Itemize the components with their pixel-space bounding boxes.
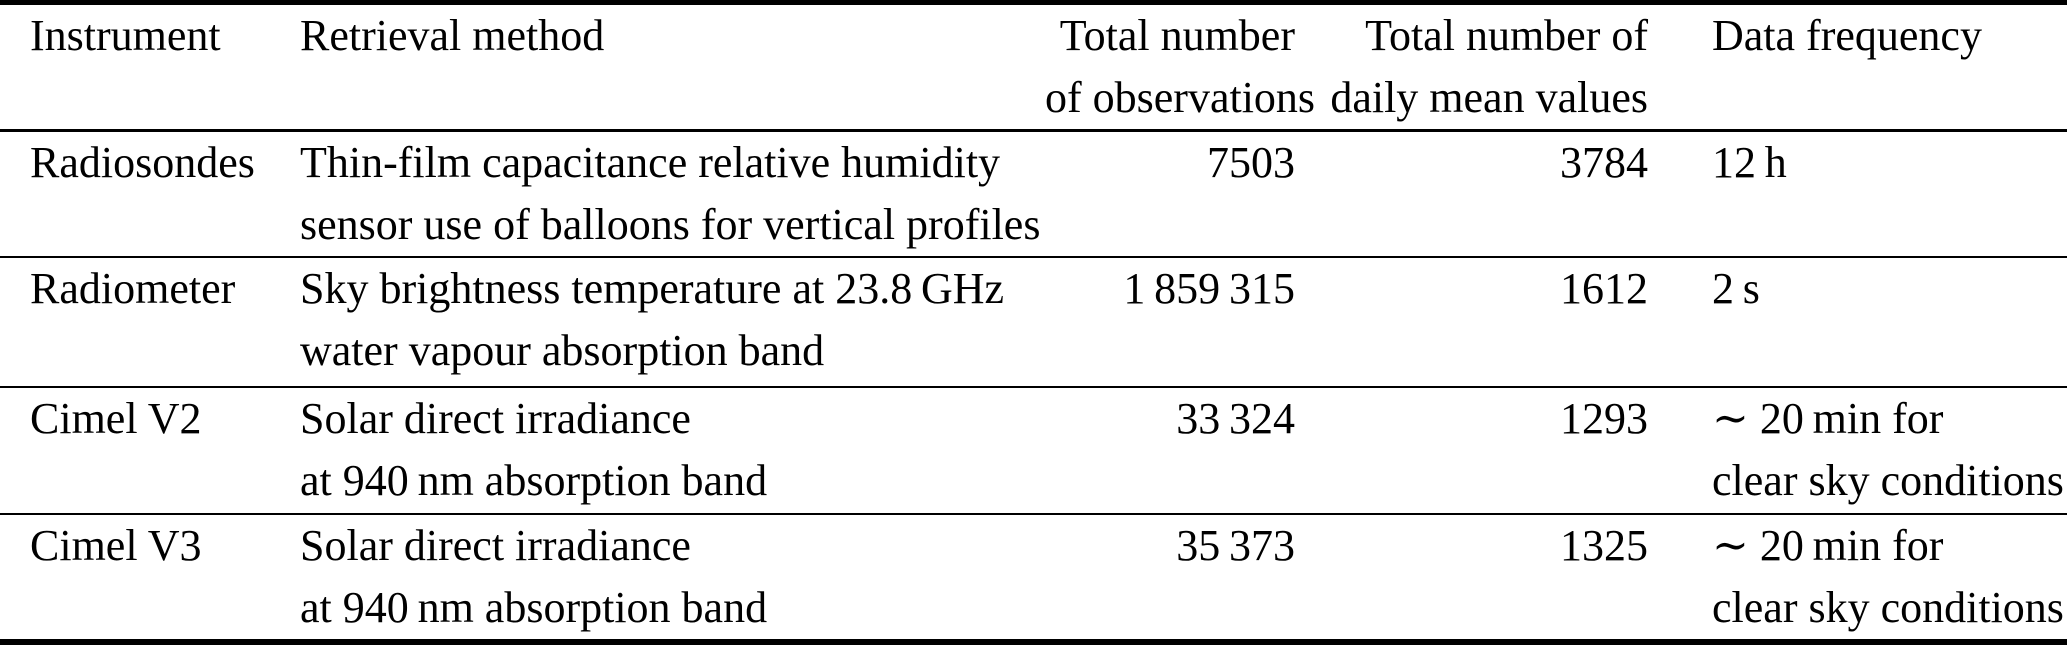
table-row-radiosondes: Radiosondes Thin-film capacitance relati… bbox=[0, 131, 2067, 257]
cell-data-frequency: ∼ 20 min for clear sky conditions bbox=[1712, 521, 2064, 632]
column-header-instrument: Instrument bbox=[30, 11, 221, 60]
cell-retrieval-method: Solar direct irradiance at 940 nm absorpt… bbox=[300, 394, 768, 505]
table-row-radiometer: Radiometer Sky brightness temperature at… bbox=[0, 257, 2067, 387]
cell-instrument: Cimel V2 bbox=[30, 394, 202, 443]
cell-data-frequency: 12 h bbox=[1712, 138, 1787, 187]
cell-total-observations: 7503 bbox=[1207, 138, 1295, 187]
table-row-cimel-v3: Cimel V3 Solar direct irradiance at 940 n… bbox=[0, 514, 2067, 642]
column-header-data-frequency: Data frequency bbox=[1712, 11, 1982, 60]
cell-data-frequency: ∼ 20 min for clear sky conditions bbox=[1712, 394, 2064, 505]
cell-daily-mean-values: 3784 bbox=[1560, 138, 1648, 187]
cell-daily-mean-values: 1293 bbox=[1560, 394, 1648, 443]
column-header-daily-mean-values: Total number of daily mean values bbox=[1330, 11, 1648, 122]
cell-instrument: Radiometer bbox=[30, 264, 236, 313]
column-header-total-observations: Total number of observations bbox=[1045, 11, 1316, 122]
cell-total-observations: 35 373 bbox=[1176, 521, 1295, 570]
cell-total-observations: 33 324 bbox=[1176, 394, 1295, 443]
cell-instrument: Cimel V3 bbox=[30, 521, 202, 570]
cell-retrieval-method: Sky brightness temperature at 23.8 GHz wa… bbox=[300, 264, 1005, 375]
table-row-cimel-v2: Cimel V2 Solar direct irradiance at 940 n… bbox=[0, 387, 2067, 514]
column-header-retrieval-method: Retrieval method bbox=[300, 11, 605, 60]
cell-retrieval-method: Thin-film capacitance relative humidity s… bbox=[300, 138, 1041, 249]
cell-daily-mean-values: 1612 bbox=[1560, 264, 1648, 313]
cell-instrument: Radiosondes bbox=[30, 138, 255, 187]
cell-total-observations: 1 859 315 bbox=[1123, 264, 1295, 313]
cell-retrieval-method: Solar direct irradiance at 940 nm absorpt… bbox=[300, 521, 768, 632]
cell-daily-mean-values: 1325 bbox=[1560, 521, 1648, 570]
header-row: Instrument Retrieval method Total number… bbox=[0, 3, 2067, 131]
cell-data-frequency: 2 s bbox=[1712, 264, 1760, 313]
